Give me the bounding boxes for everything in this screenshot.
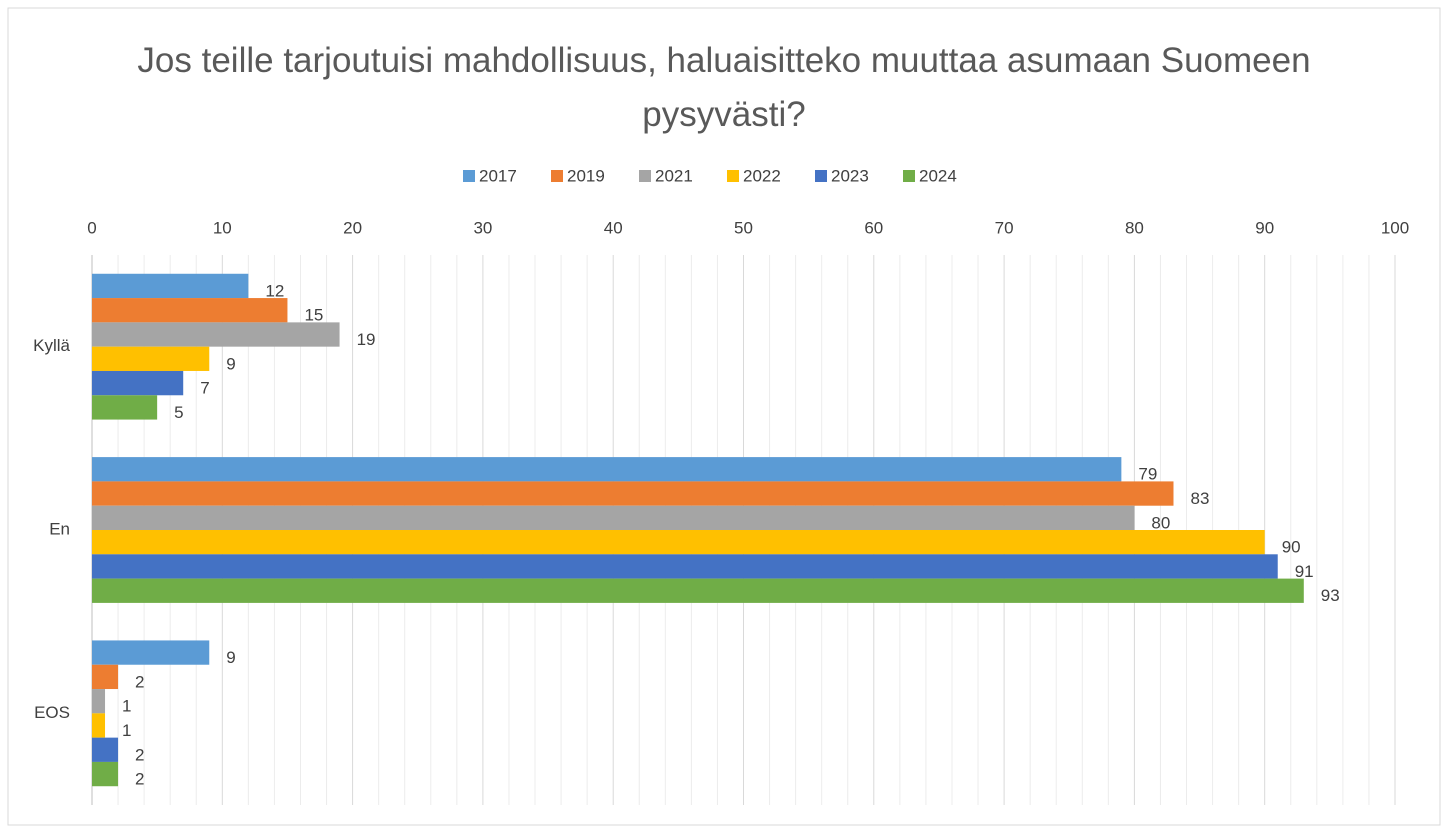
bar bbox=[92, 273, 249, 299]
data-label: 5 bbox=[174, 403, 183, 422]
data-label: 80 bbox=[1151, 513, 1170, 532]
legend-swatch bbox=[463, 170, 475, 182]
bar bbox=[92, 664, 119, 690]
bar bbox=[92, 457, 1122, 482]
legend-swatch bbox=[551, 170, 563, 182]
bar bbox=[92, 322, 340, 347]
data-label: 91 bbox=[1295, 562, 1314, 581]
legend-label: 2023 bbox=[831, 166, 869, 185]
bar bbox=[92, 689, 106, 714]
data-label: 9 bbox=[226, 648, 235, 667]
x-tick-label: 20 bbox=[343, 218, 362, 237]
data-label: 79 bbox=[1138, 465, 1157, 484]
data-label: 93 bbox=[1321, 586, 1340, 605]
data-label: 19 bbox=[357, 330, 376, 349]
x-tick-label: 70 bbox=[995, 218, 1014, 237]
x-tick-label: 10 bbox=[213, 218, 232, 237]
bar bbox=[92, 481, 1174, 506]
bar bbox=[92, 640, 210, 665]
data-label: 7 bbox=[200, 379, 209, 398]
bar bbox=[92, 761, 119, 787]
legend-swatch bbox=[639, 170, 651, 182]
bar bbox=[92, 346, 210, 371]
x-tick-label: 30 bbox=[473, 218, 492, 237]
y-tick-label: Kyllä bbox=[33, 336, 70, 355]
data-label: 2 bbox=[135, 745, 144, 764]
x-tick-label: 0 bbox=[87, 218, 96, 237]
x-tick-label: 100 bbox=[1381, 218, 1409, 237]
bar bbox=[92, 298, 288, 323]
data-label: 9 bbox=[226, 354, 235, 373]
x-tick-label: 80 bbox=[1125, 218, 1144, 237]
bar bbox=[92, 554, 1278, 579]
legend-swatch bbox=[815, 170, 827, 182]
y-tick-label: EOS bbox=[34, 703, 70, 722]
legend-swatch bbox=[903, 170, 915, 182]
legend-label: 2022 bbox=[743, 166, 781, 185]
x-tick-label: 60 bbox=[864, 218, 883, 237]
x-tick-label: 40 bbox=[604, 218, 623, 237]
legend-label: 2019 bbox=[567, 166, 605, 185]
bar bbox=[92, 578, 1304, 603]
data-label: 90 bbox=[1282, 538, 1301, 557]
data-label: 1 bbox=[122, 721, 131, 740]
chart-title: Jos teille tarjoutuisi mahdollisuus, hal… bbox=[137, 41, 1311, 134]
data-label: 2 bbox=[135, 770, 144, 789]
data-label: 2 bbox=[135, 672, 144, 691]
legend-label: 2021 bbox=[655, 166, 693, 185]
bar bbox=[92, 530, 1265, 555]
legend-label: 2024 bbox=[919, 166, 957, 185]
x-tick-label: 50 bbox=[734, 218, 753, 237]
bar bbox=[92, 713, 106, 738]
data-label: 12 bbox=[265, 281, 284, 300]
bar bbox=[92, 395, 158, 420]
data-label: 15 bbox=[304, 306, 323, 325]
chart-border bbox=[7, 7, 1441, 826]
bar bbox=[92, 370, 184, 396]
data-label: 83 bbox=[1190, 489, 1209, 508]
bar bbox=[92, 505, 1135, 530]
legend-swatch bbox=[727, 170, 739, 182]
bar bbox=[92, 737, 119, 762]
legend-label: 2017 bbox=[479, 166, 517, 185]
y-tick-label: En bbox=[49, 519, 70, 538]
x-tick-label: 90 bbox=[1255, 218, 1274, 237]
data-label: 1 bbox=[122, 697, 131, 716]
